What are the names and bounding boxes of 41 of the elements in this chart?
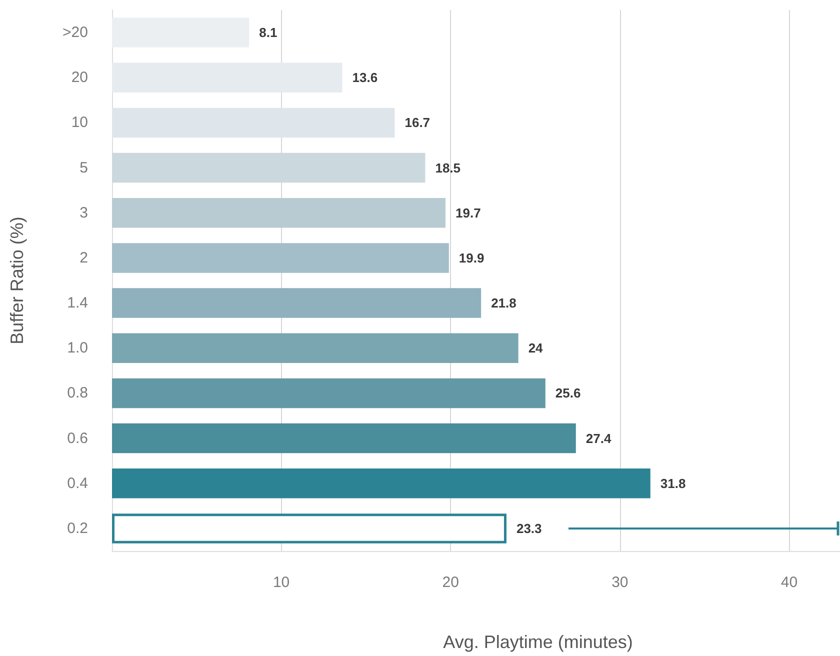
- y-tick-label: 0.6: [67, 430, 88, 447]
- data-label: 16.7: [404, 115, 430, 130]
- y-tick-label: 10: [71, 114, 88, 132]
- bar: [112, 288, 482, 318]
- y-tick-label: 0.4: [67, 474, 88, 492]
- bar: [112, 468, 650, 498]
- data-label: 25.6: [555, 386, 581, 401]
- bar: [112, 18, 250, 48]
- bar: [112, 378, 546, 408]
- data-label: 13.6: [352, 70, 378, 86]
- y-tick-label: >20: [62, 24, 88, 42]
- x-tick-label: 10: [272, 574, 290, 591]
- x-tick-label: 20: [442, 574, 459, 591]
- data-label: 31.8: [660, 476, 686, 491]
- y-tick-label: 1.4: [67, 294, 88, 312]
- y-tick-label: 0.2: [67, 520, 88, 537]
- bar: [112, 333, 518, 364]
- bar: [112, 108, 395, 138]
- y-tick-label: 5: [80, 159, 88, 176]
- bar: [112, 514, 506, 544]
- data-label: 23.3: [516, 520, 542, 536]
- data-label: 19.9: [458, 250, 484, 266]
- y-axis-title: Buffer Ratio (%): [7, 216, 27, 344]
- data-label: 18.5: [435, 160, 461, 176]
- bar: [112, 243, 449, 273]
- data-label: 27.4: [586, 430, 612, 446]
- x-axis-title: Avg. Playtime (minutes): [443, 632, 633, 652]
- y-tick-label: 20: [71, 69, 88, 86]
- x-tick-label: 40: [780, 574, 798, 591]
- y-tick-label: 3: [80, 204, 88, 222]
- bar: [112, 198, 446, 228]
- data-label: 21.8: [491, 296, 516, 311]
- data-label: 19.7: [456, 205, 481, 220]
- bar: [112, 423, 576, 454]
- data-label: 8.1: [259, 25, 278, 40]
- x-tick-label: 30: [612, 574, 628, 591]
- y-tick-label: 1.0: [67, 340, 88, 357]
- y-tick-label: 0.8: [67, 384, 88, 402]
- bar: [112, 62, 342, 93]
- data-label: 24: [528, 340, 544, 356]
- y-tick-label: 2: [80, 249, 88, 266]
